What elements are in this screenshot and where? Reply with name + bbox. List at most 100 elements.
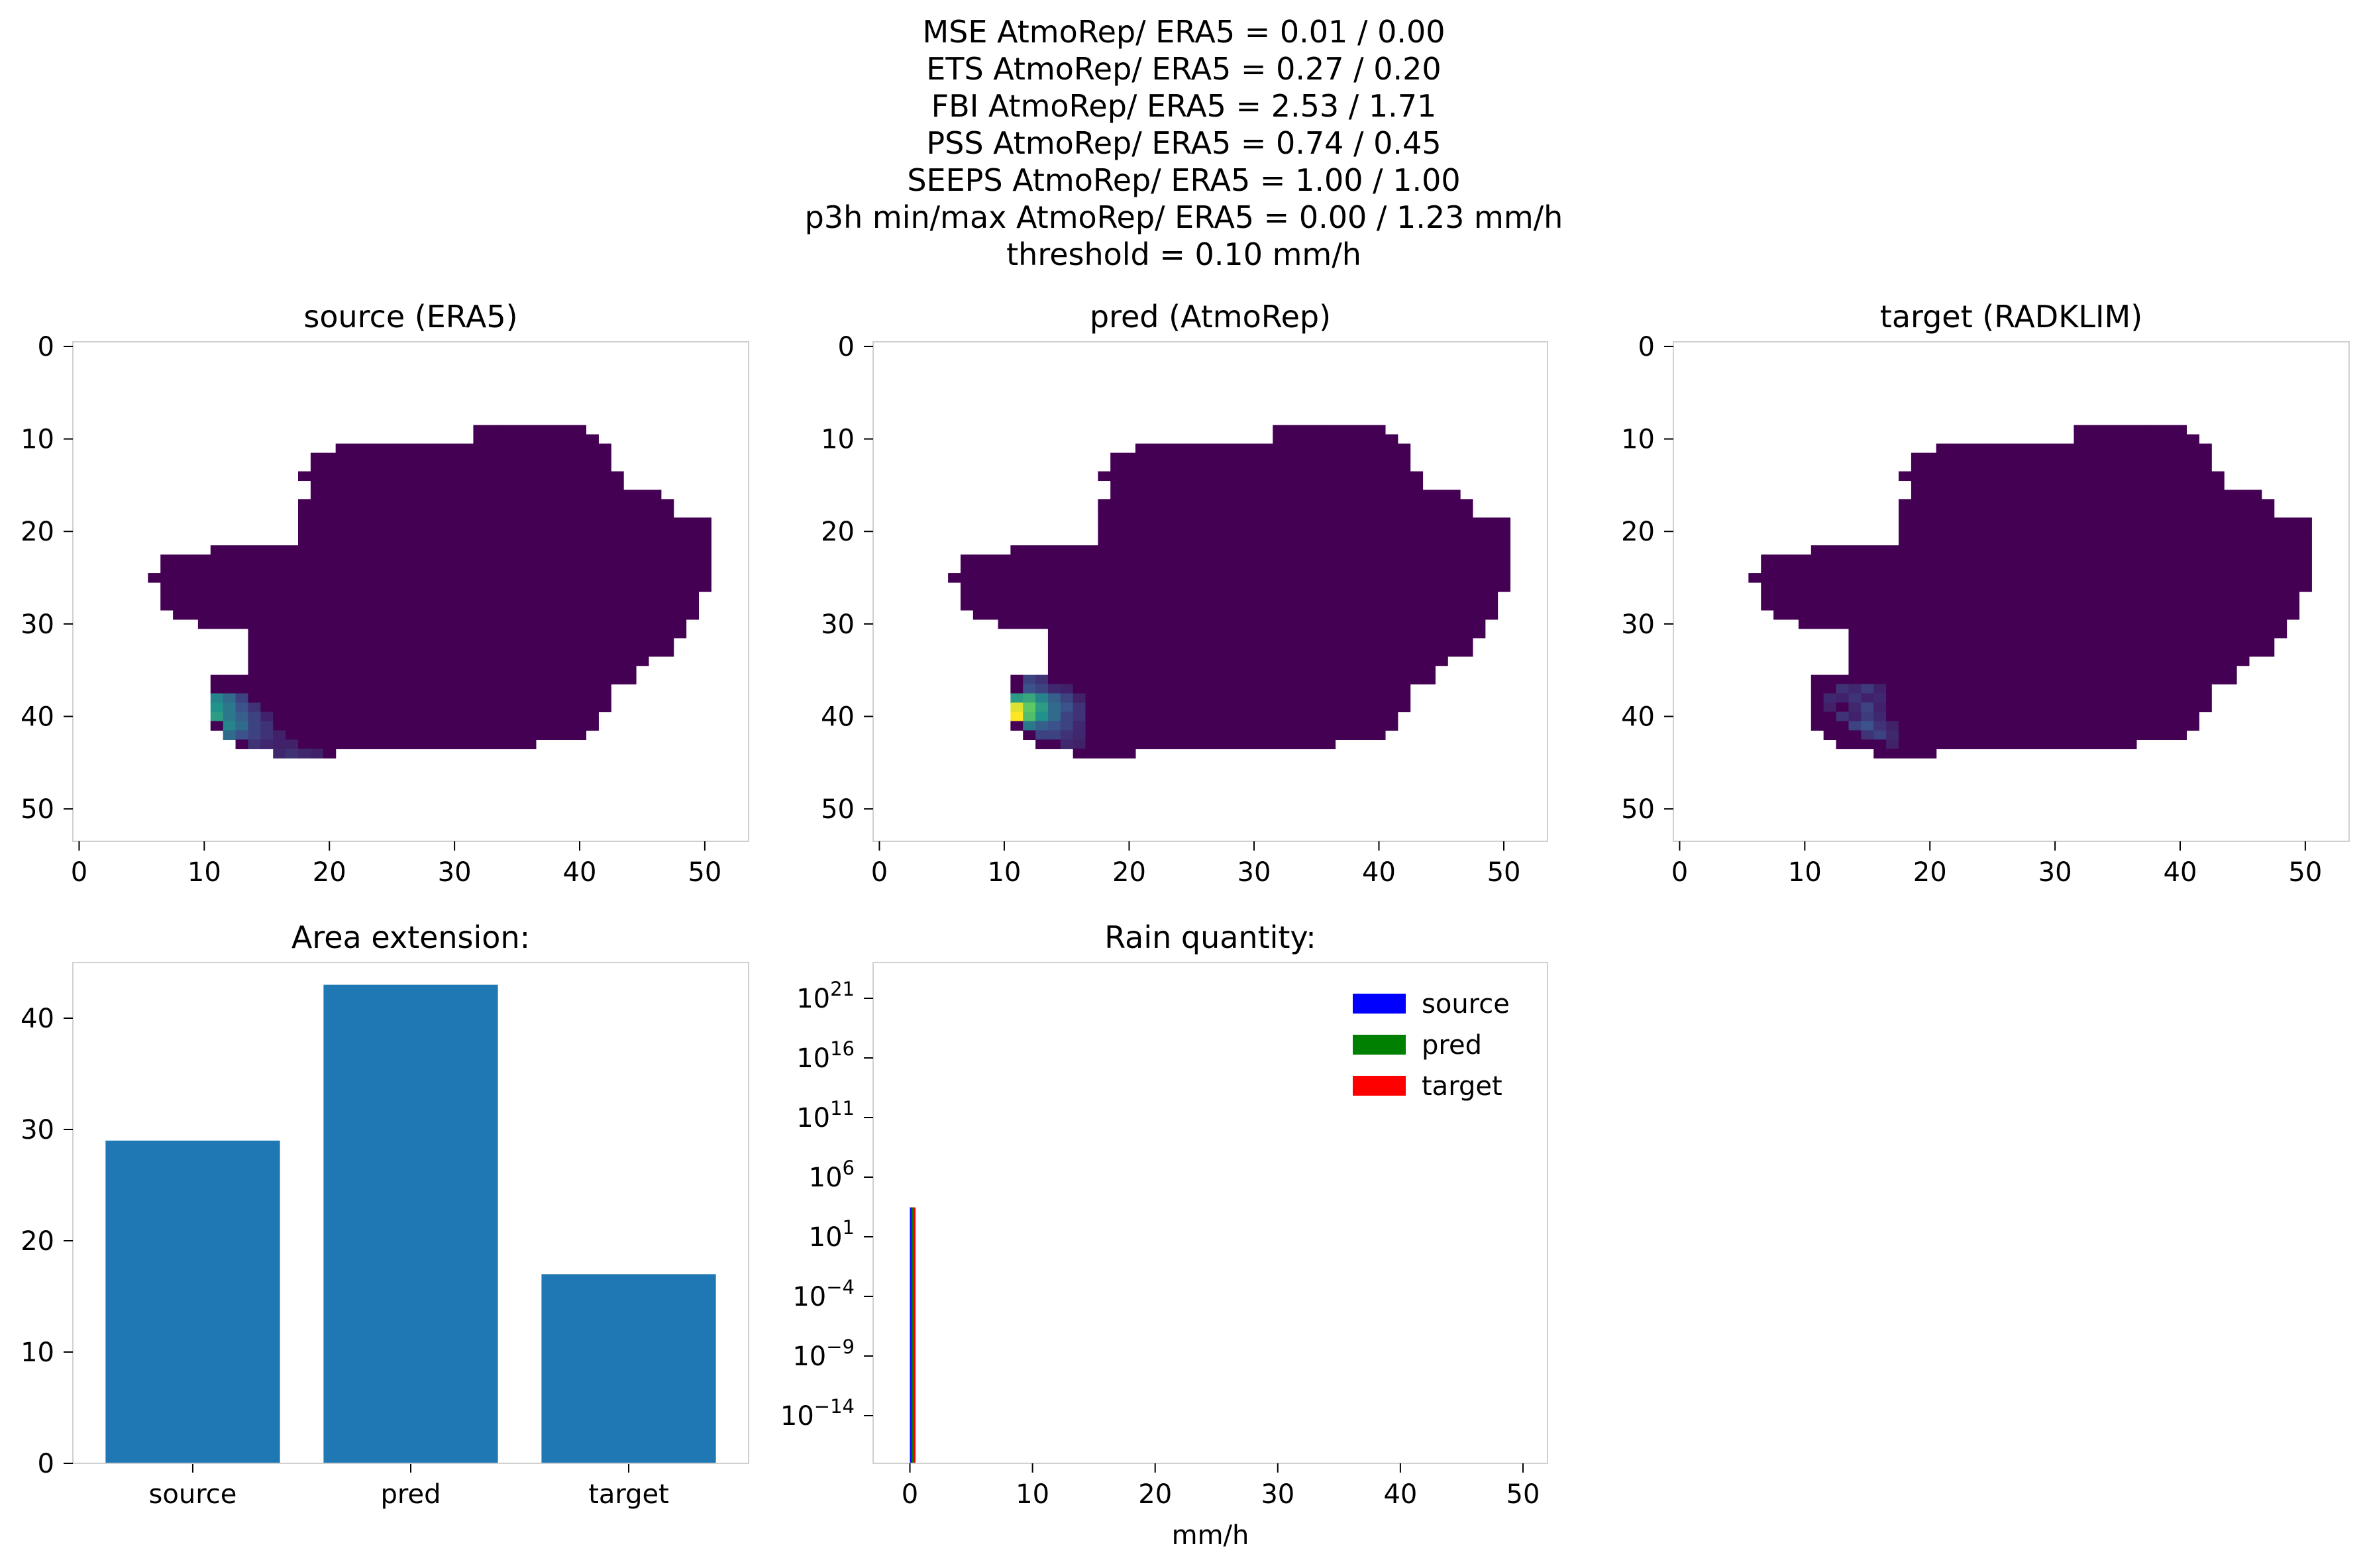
heatmap-cell <box>2199 600 2212 611</box>
heatmap-cell <box>1347 702 1361 713</box>
heatmap-cell <box>1422 637 1436 648</box>
heatmap-cell <box>473 471 486 482</box>
heatmap-cell <box>1899 619 1912 629</box>
heatmap-cell <box>2236 554 2250 564</box>
heatmap-cell <box>2086 554 2099 564</box>
heatmap-cell <box>1060 609 1074 620</box>
heatmap-cell <box>1986 545 1999 555</box>
heatmap-cell <box>173 564 186 574</box>
heatmap-cell <box>411 592 424 601</box>
heatmap-cell <box>448 628 462 639</box>
heatmap-cell <box>460 600 474 611</box>
heatmap-cell <box>435 564 449 574</box>
heatmap-cell <box>1222 499 1236 509</box>
heatmap-cell <box>473 462 486 472</box>
heatmap-cell <box>1373 517 1386 527</box>
heatmap-cell <box>360 665 374 676</box>
heatmap-cell <box>2161 674 2175 685</box>
heatmap-cell <box>1911 582 1924 592</box>
heatmap-cell <box>2011 527 2024 537</box>
heatmap-cell <box>1210 462 1224 472</box>
heatmap-cell <box>535 480 549 491</box>
heatmap-cell <box>1811 684 1824 694</box>
heatmap-cell <box>335 490 349 499</box>
heatmap-cell <box>673 609 687 620</box>
legend-swatch-target <box>1353 1076 1406 1096</box>
heatmap-cell <box>2074 693 2087 704</box>
heatmap-cell <box>2086 693 2099 704</box>
heatmap-cell <box>2186 471 2199 482</box>
heatmap-cell <box>1085 702 1098 713</box>
heatmap-cell <box>2148 628 2162 639</box>
heatmap-cell <box>1823 592 1837 601</box>
heatmap-cell <box>2199 490 2212 499</box>
heatmap-cell <box>1273 711 1286 722</box>
heatmap-cell <box>386 600 399 611</box>
heatmap-cell <box>1460 592 1473 601</box>
heatmap-cell <box>1485 600 1498 611</box>
heatmap-cell <box>573 600 587 611</box>
heatmap-cell <box>1948 452 1962 463</box>
heatmap-cell <box>1861 592 1874 601</box>
heatmap-cell <box>1060 693 1074 704</box>
heatmap-cell <box>1961 582 1974 592</box>
heatmap-cell <box>2124 434 2137 444</box>
heatmap-cell <box>1010 609 1024 620</box>
heatmap-cell <box>1260 527 1273 537</box>
heatmap-cell <box>2023 527 2037 537</box>
heatmap-cell <box>1110 702 1124 713</box>
heatmap-cell <box>398 647 411 657</box>
heatmap-cell <box>473 702 486 713</box>
heatmap-cell <box>1235 702 1249 713</box>
heatmap-cell <box>1123 674 1136 685</box>
heatmap-cell <box>435 619 449 629</box>
heatmap-cell <box>223 702 236 713</box>
heatmap-cell <box>1135 592 1149 601</box>
heatmap-cell <box>498 582 511 592</box>
heatmap-cell <box>498 665 511 676</box>
heatmap-cell <box>535 647 549 657</box>
heatmap-cell <box>411 508 424 518</box>
heatmap-cell <box>1073 721 1086 731</box>
heatmap-cell <box>2174 471 2187 482</box>
heatmap-cell <box>335 739 349 749</box>
heatmap-cell <box>1435 647 1448 657</box>
heatmap-cell <box>1322 490 1336 499</box>
heatmap-cell <box>2236 573 2250 583</box>
heatmap-cell <box>1472 628 1486 639</box>
heatmap-cell <box>1210 582 1224 592</box>
heatmap-cell <box>560 517 574 527</box>
heatmap-cell <box>2274 582 2287 592</box>
heatmap-cell <box>1185 452 1198 463</box>
heatmap-cell <box>2248 647 2262 657</box>
heatmap-cell <box>2023 665 2037 676</box>
heatmap-cell <box>448 656 462 666</box>
heatmap-cell <box>1761 592 1774 601</box>
heatmap-cell <box>398 711 411 722</box>
heatmap-cell <box>2061 554 2075 564</box>
heatmap-cell <box>1936 490 1950 499</box>
heatmap-cell <box>598 508 611 518</box>
heatmap-cell <box>348 545 362 555</box>
heatmap-cell <box>2136 693 2150 704</box>
heatmap-cell <box>1322 693 1336 704</box>
heatmap-cell <box>223 721 236 731</box>
heatmap-cell <box>2124 536 2137 546</box>
heatmap-cell <box>2048 711 2062 722</box>
heatmap-cell <box>1285 517 1298 527</box>
heatmap-cell <box>573 693 587 704</box>
heatmap-cell <box>1385 564 1398 574</box>
heatmap-cell <box>1222 582 1236 592</box>
heatmap-cell <box>235 619 249 629</box>
heatmap-cell <box>2048 527 2062 537</box>
heatmap-cell <box>1397 592 1411 601</box>
heatmap-cell <box>1848 711 1862 722</box>
heatmap-cell <box>1961 452 1974 463</box>
heatmap-cell <box>1247 554 1261 564</box>
heatmap-cell <box>335 619 349 629</box>
heatmap-cell <box>2048 730 2062 741</box>
heatmap-cell <box>560 564 574 574</box>
heatmap-cell <box>1360 711 1373 722</box>
heatmap-cell <box>210 564 224 574</box>
